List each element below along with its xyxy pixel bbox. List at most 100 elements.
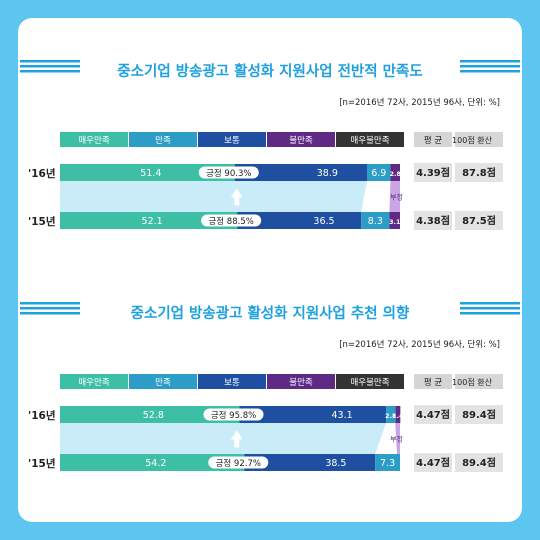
bar-value-label: 38.9 [317, 168, 338, 179]
bar-value-label: 51.4 [140, 168, 161, 179]
bar-segment-1 [60, 406, 240, 423]
score100: 87.8점 [462, 167, 496, 179]
score-header-avg: 평 균 [424, 377, 443, 388]
bar-segment-3 [386, 406, 396, 423]
legend-label: 불만족 [289, 135, 313, 146]
avg-score: 4.47점 [416, 457, 450, 469]
bar-value-label: 43.1 [332, 410, 353, 421]
negative-label: 부정 [390, 435, 403, 444]
title-decor-line [20, 302, 80, 305]
legend-label: 매우만족 [78, 136, 109, 146]
avg-score-box [414, 453, 452, 472]
title-decor-line [20, 60, 80, 63]
negative-band [389, 181, 400, 212]
score-header-box [455, 374, 503, 389]
bar-segment-3 [375, 454, 400, 471]
score100: 89.4점 [462, 457, 496, 469]
bar-value-label: 38.5 [325, 458, 346, 469]
legend-label: 보통 [224, 378, 240, 388]
bar-segment-1 [60, 212, 238, 229]
bar-segment-3 [361, 212, 390, 229]
sample-note: [n=2016년 72사, 2015년 96사, 단위: %] [339, 339, 500, 350]
score100-box [455, 163, 503, 182]
score-header-100: 100점 환산 [452, 135, 493, 145]
bar-value-label: 36.5 [313, 216, 334, 227]
bar-value-label: 7.3 [380, 458, 395, 469]
sample-note: [n=2016년 72사, 2015년 96사, 단위: %] [339, 97, 500, 108]
legend-box [267, 132, 335, 147]
bar-value-label: 2.8 [389, 170, 401, 178]
title-decor-line [460, 312, 520, 315]
bar-segment-4 [395, 406, 401, 423]
bar-segment-2 [244, 454, 376, 471]
legend-label: 매우불만족 [350, 377, 389, 388]
positive-percent: 긍정 88.5% [208, 216, 253, 227]
avg-score-box [414, 405, 452, 424]
bar-value-label: 3.1 [389, 218, 401, 226]
title-decor-line [460, 65, 520, 68]
bar-segment-2 [237, 212, 362, 229]
legend-label: 만족 [155, 378, 171, 388]
chart-block-1: 중소기업 방송광고 활성화 지원사업 전반적 만족도 [n=2016년 72사, … [20, 60, 520, 230]
title-decor-line [460, 70, 520, 73]
avg-score: 4.47점 [416, 409, 450, 421]
score-header-box [455, 132, 503, 147]
score100-box [455, 405, 503, 424]
title-decor-line [20, 312, 80, 315]
score-header-box [414, 132, 452, 147]
positive-pill [201, 214, 262, 227]
title-decor-line [460, 307, 520, 310]
positive-pill [203, 408, 264, 421]
positive-pill [208, 456, 269, 469]
bar-value-label: 8.3 [368, 216, 383, 227]
avg-score-box [414, 211, 452, 230]
bar-segment-4 [389, 212, 400, 229]
bar-segment-2 [239, 406, 387, 423]
legend-box [60, 374, 128, 389]
positive-band [60, 423, 387, 454]
score100-box [455, 211, 503, 230]
legend-box [198, 132, 266, 147]
score100-box [455, 453, 503, 472]
score100: 89.4점 [462, 409, 496, 421]
legend-label: 만족 [155, 136, 171, 146]
avg-score: 4.38점 [416, 215, 450, 227]
negative-band [395, 423, 400, 454]
legend-box [198, 374, 266, 389]
positive-percent: 긍정 92.7% [216, 458, 261, 469]
bar-segment-1 [60, 454, 245, 471]
row-label: '16년 [28, 167, 56, 180]
bar-value-label: 52.1 [142, 216, 163, 227]
bar-value-label: 2.8 [385, 412, 397, 420]
chart-title: 중소기업 방송광고 활성화 지원사업 전반적 만족도 [117, 62, 422, 80]
legend-box [60, 132, 128, 147]
negative-label: 부정 [390, 193, 403, 202]
bar-value-label: 54.2 [145, 458, 166, 469]
legend-box [129, 374, 197, 389]
bar-value-label: 52.8 [143, 410, 164, 421]
positive-percent: 긍정 95.8% [211, 410, 256, 421]
chart-block-2: 중소기업 방송광고 활성화 지원사업 추천 의향 [n=2016년 72사, 20… [20, 302, 520, 472]
title-decor-line [20, 70, 80, 73]
avg-score: 4.39점 [416, 167, 450, 179]
score100: 87.5점 [462, 215, 496, 227]
positive-pill [198, 166, 259, 179]
legend-box [267, 374, 335, 389]
legend-label: 매우불만족 [350, 135, 389, 146]
legend-box [129, 132, 197, 147]
score-header-100: 100점 환산 [452, 377, 493, 387]
bar-value-label: 1.4 [392, 412, 404, 420]
legend-label: 매우만족 [78, 378, 109, 388]
positive-percent: 긍정 90.3% [206, 168, 251, 179]
legend-label: 보통 [224, 136, 240, 146]
row-label: '15년 [28, 457, 56, 470]
bar-segment-3 [367, 164, 391, 181]
bar-segment-4 [390, 164, 400, 181]
title-decor-line [20, 65, 80, 68]
avg-score-box [414, 163, 452, 182]
row-label: '16년 [28, 409, 56, 422]
legend-label: 불만족 [289, 377, 313, 388]
bar-segment-1 [60, 164, 235, 181]
bar-value-label: 6.9 [371, 168, 386, 179]
